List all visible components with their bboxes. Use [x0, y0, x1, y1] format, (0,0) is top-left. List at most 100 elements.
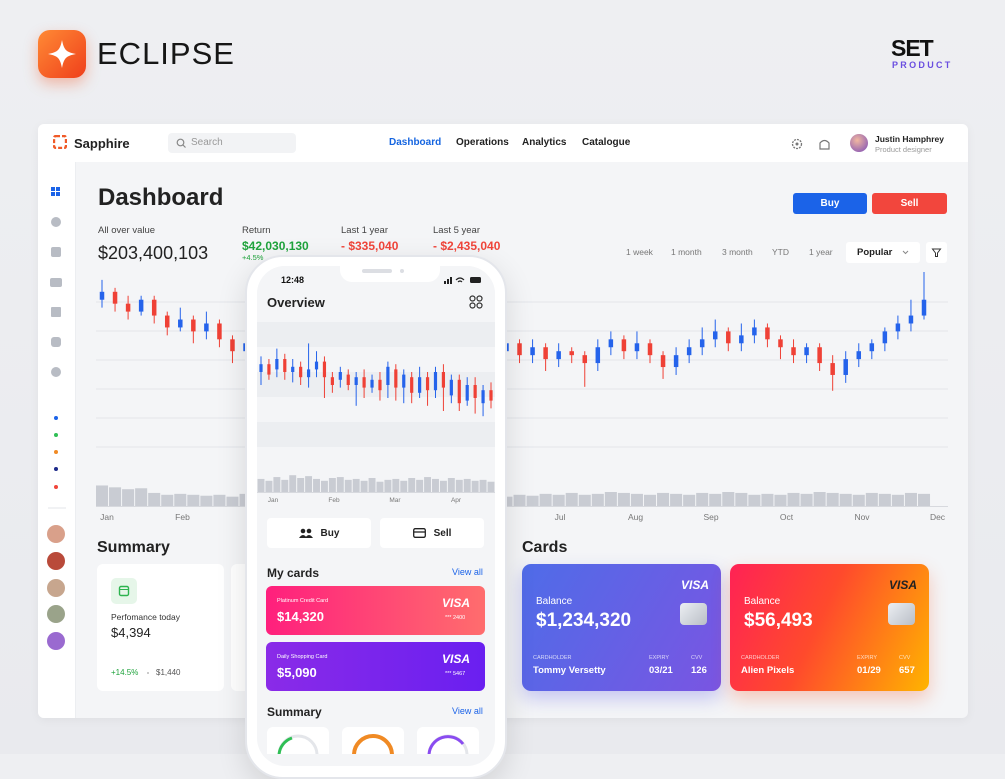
- card-expiry: 03/21: [649, 665, 673, 676]
- shape: [412, 528, 426, 538]
- volume-bar: [617, 492, 630, 506]
- phone-buy-button[interactable]: Buy: [267, 518, 371, 548]
- x-tick-label: Jan: [100, 512, 114, 522]
- candle-body: [543, 347, 548, 360]
- user-avatar[interactable]: [850, 134, 868, 152]
- mini-card[interactable]: Daily Shopping Card $5,090 VISA *** 5467: [266, 642, 485, 691]
- card-brand: VISA: [442, 596, 471, 610]
- candle-body: [99, 291, 105, 300]
- range-option[interactable]: 1 year: [809, 247, 833, 257]
- search-placeholder: Search: [191, 137, 223, 148]
- nav-link[interactable]: Catalogue: [582, 137, 631, 148]
- x-tick-label: Mar: [389, 497, 401, 504]
- phone-title: Overview: [267, 295, 325, 310]
- card-amount: $5,090: [277, 665, 317, 680]
- stat-value: $203,400,103: [98, 243, 209, 263]
- x-tick-label: Jan: [268, 497, 279, 504]
- volume-bar: [604, 492, 617, 506]
- stat-label: Last 5 year: [433, 225, 480, 236]
- candle-body: [765, 327, 770, 340]
- volume-bar: [297, 478, 305, 492]
- shape: [306, 528, 311, 534]
- volume-bar: [813, 492, 826, 506]
- search-box[interactable]: Search: [168, 133, 296, 153]
- separator: [147, 672, 149, 674]
- candle-body: [726, 331, 731, 344]
- candle-body: [752, 327, 757, 336]
- volume-bar: [257, 478, 265, 492]
- volume-bar: [352, 478, 360, 492]
- shape: [54, 450, 58, 454]
- view-all-link[interactable]: View all: [452, 567, 483, 577]
- range-option[interactable]: YTD: [772, 247, 789, 257]
- candle-body: [362, 377, 366, 388]
- shape: [51, 307, 61, 317]
- balance-label: Balance: [744, 596, 781, 607]
- nav-link[interactable]: Dashboard: [389, 137, 442, 148]
- volume-bar: [513, 494, 526, 506]
- x-tick-label: Nov: [854, 512, 870, 522]
- sort-dropdown[interactable]: Popular: [846, 242, 920, 263]
- stat-value: - $2,435,040: [433, 239, 501, 253]
- nav-link[interactable]: Operations: [456, 137, 509, 148]
- volume-bar: [148, 492, 161, 506]
- candle-body: [673, 355, 679, 368]
- shape: [54, 416, 58, 420]
- candle-body: [569, 351, 574, 356]
- candle-body: [138, 299, 144, 312]
- candle-body: [322, 361, 327, 378]
- candle-body: [299, 366, 303, 378]
- grid-menu-icon[interactable]: [469, 295, 483, 309]
- candle-body: [791, 347, 796, 356]
- shape: [118, 585, 130, 597]
- phone-notch: [340, 262, 440, 282]
- volume-bar: [591, 493, 604, 506]
- section-title: My cards: [267, 566, 320, 580]
- card-expiry: 01/29: [857, 665, 881, 676]
- section-title: Cards: [522, 539, 568, 556]
- nav-link[interactable]: Analytics: [522, 137, 567, 148]
- volume-bar: [479, 479, 487, 492]
- range-option[interactable]: 1 week: [626, 247, 653, 257]
- buy-button[interactable]: Buy: [793, 193, 867, 214]
- candle-body: [556, 351, 561, 360]
- volume-bar: [670, 493, 683, 506]
- view-all-link[interactable]: View all: [452, 706, 483, 716]
- bank-card[interactable]: VISA Balance $1,234,320 CARDHOLDER Tommy…: [522, 564, 721, 691]
- volume-bar: [630, 493, 643, 506]
- balance-label: Balance: [536, 596, 573, 607]
- volume-bar: [526, 495, 539, 506]
- card-number: *** 5467: [445, 671, 466, 677]
- app-name: Sapphire: [74, 136, 130, 151]
- shape: [469, 295, 476, 302]
- range-option[interactable]: 1 month: [671, 247, 702, 257]
- shape: [47, 632, 65, 650]
- button-label: Sell: [433, 527, 452, 539]
- filter-button[interactable]: [926, 242, 947, 263]
- section-title: Summary: [267, 705, 322, 719]
- sidebar-icons[interactable]: [44, 180, 70, 660]
- sell-button[interactable]: Sell: [872, 193, 947, 214]
- button-label: Buy: [320, 527, 340, 539]
- candle-body: [830, 363, 835, 375]
- phone-sell-button[interactable]: Sell: [380, 518, 484, 548]
- bank-card[interactable]: VISA Balance $56,493 CARDHOLDER Alien Pi…: [730, 564, 929, 691]
- header-icons[interactable]: [790, 137, 834, 151]
- volume-bar: [865, 492, 878, 506]
- shape: [267, 727, 329, 754]
- candle-body: [895, 323, 901, 332]
- shape: [427, 735, 465, 754]
- candle-body: [843, 359, 848, 375]
- mini-card[interactable]: Platinum Credit Card $14,320 VISA *** 24…: [266, 586, 485, 635]
- volume-bar: [839, 493, 852, 506]
- candlestick-chart: Jan Feb Jul Aug Sep Oct Nov Dec: [96, 272, 948, 522]
- volume-bar: [657, 492, 670, 506]
- volume-bar: [305, 476, 313, 492]
- volume-bar: [122, 489, 135, 506]
- volume-bar: [447, 478, 455, 492]
- range-option[interactable]: 3 month: [722, 247, 753, 257]
- volume-bar: [336, 477, 344, 492]
- shape: [54, 467, 58, 471]
- shape: [54, 433, 58, 437]
- shape: [352, 734, 394, 754]
